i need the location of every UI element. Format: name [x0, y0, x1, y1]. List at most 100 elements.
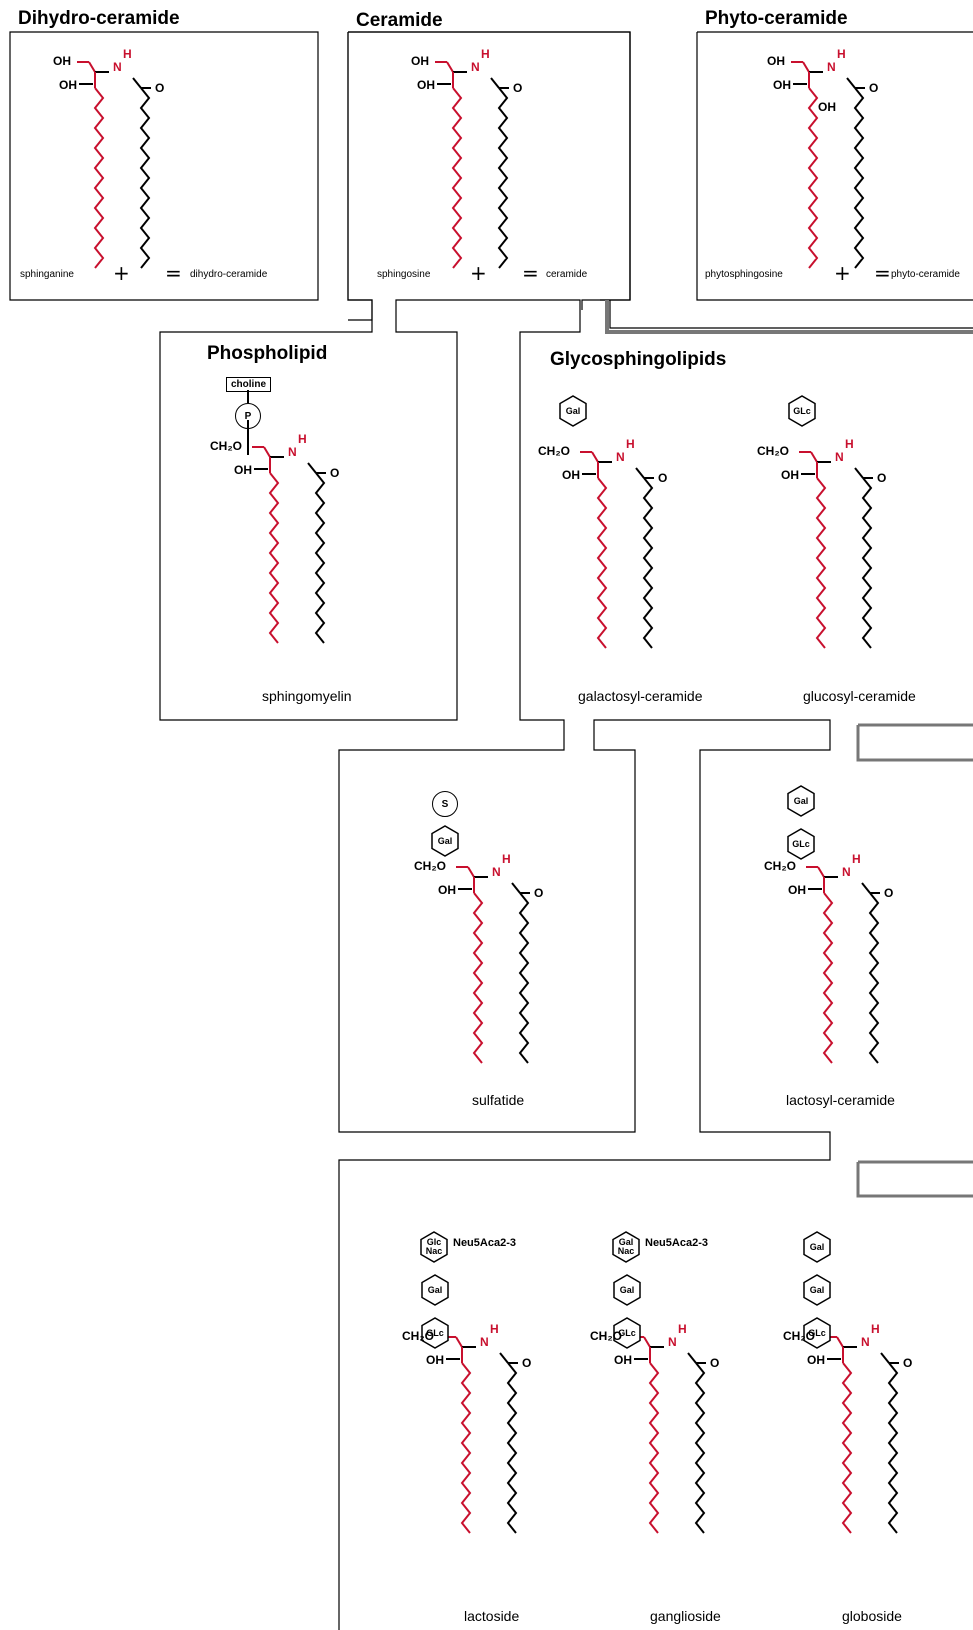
gal-ring — [787, 785, 815, 817]
oxygen-atom: O — [155, 81, 165, 95]
ch2o-group: CH₂O — [590, 1329, 622, 1343]
plus-sign: + — [834, 261, 851, 285]
oxygen-atom: O — [903, 1356, 913, 1370]
glc-sugar: GLc — [808, 1327, 826, 1338]
backbone-bond — [591, 451, 599, 463]
gal-sugar: Gal — [809, 1284, 825, 1295]
gal-ring — [613, 1274, 641, 1306]
hydroxyl-group: OH — [773, 78, 791, 92]
hydroxyl-group: OH — [234, 463, 252, 477]
ceramide-box-frame — [348, 31, 631, 301]
acyl-bond — [511, 882, 521, 894]
hydrogen-atom: H — [837, 47, 846, 61]
globoside-label: globoside — [842, 1608, 902, 1624]
oxygen-atom: O — [513, 81, 523, 95]
gal-ring — [803, 1231, 831, 1263]
hydroxyl-group: OH — [788, 883, 806, 897]
hydroxyl-group: OH — [781, 468, 799, 482]
nitrogen-atom: N — [113, 60, 122, 74]
hydroxyl-group: OH — [818, 100, 836, 114]
glcnac-ring — [420, 1231, 448, 1263]
gal-sugar: Gal — [619, 1284, 635, 1295]
hydrogen-atom: H — [852, 852, 861, 866]
lactoside-label: lactoside — [464, 1608, 520, 1624]
hydrogen-atom: H — [490, 1322, 499, 1336]
plus-sign: + — [470, 261, 487, 285]
phytoceramide-box — [696, 31, 973, 301]
glyco-shadow — [856, 723, 973, 762]
acyl-bond — [490, 77, 500, 89]
hydroxyl-group: OH — [807, 1353, 825, 1367]
galnac-ring — [612, 1231, 640, 1263]
equals-sign: = — [165, 261, 182, 285]
neu5ac-label: Neu5Aca2-3 — [645, 1237, 708, 1249]
oxygen-atom: O — [534, 886, 544, 900]
sphingoid-chain — [822, 892, 834, 1064]
ch2o-group: CH₂O — [210, 439, 242, 453]
sphingoid-chain — [451, 87, 463, 269]
hydroxyl-group: OH — [411, 54, 429, 68]
choline-box: choline — [226, 377, 272, 392]
sphingoid-chain — [648, 1362, 660, 1534]
lactosyl-ceramide-label: lactosyl-ceramide — [786, 1092, 895, 1108]
backbone-bond — [810, 451, 818, 463]
backbone-bond — [836, 1336, 844, 1348]
hydrogen-atom: H — [123, 47, 132, 61]
sulfatide-label: sulfatide — [472, 1092, 525, 1108]
glc-ring — [803, 1317, 831, 1349]
oxygen-atom: O — [869, 81, 879, 95]
acyl-bond — [687, 1352, 697, 1364]
fatty-acyl-chain — [853, 87, 865, 269]
fatty-acyl-chain — [694, 1362, 706, 1534]
sphingoid-chain — [596, 477, 608, 649]
glc-ring — [787, 828, 815, 860]
acyl-bond — [846, 77, 856, 89]
gal-sugar: Gal — [427, 1284, 443, 1295]
fatty-acyl-chain — [497, 87, 509, 269]
nitrogen-atom: N — [471, 60, 480, 74]
hydroxyl-group: OH — [767, 54, 785, 68]
fatty-acyl-chain — [887, 1362, 899, 1534]
ceramide-label: ceramide — [546, 269, 588, 280]
sphingosine-label: sphingosine — [377, 269, 431, 280]
fatty-acyl-chain — [314, 472, 326, 644]
backbone-bond — [467, 866, 475, 878]
gal-ring — [559, 395, 587, 427]
fatty-acyl-chain — [506, 1362, 518, 1534]
nitrogen-atom: N — [835, 450, 844, 464]
nitrogen-atom: N — [668, 1335, 677, 1349]
nitrogen-atom: N — [827, 60, 836, 74]
nitrogen-atom: N — [616, 450, 625, 464]
backbone-bond — [643, 1336, 651, 1348]
backbone-bond — [802, 61, 810, 73]
hydroxyl-group: OH — [438, 883, 456, 897]
phyto-shadow — [605, 300, 973, 334]
acyl-bond — [132, 77, 142, 89]
lacto-shadow — [856, 1160, 973, 1198]
phytosphingosine-label: phytosphingosine — [705, 269, 783, 280]
oxygen-atom: O — [884, 886, 894, 900]
glc-sugar: GLc — [618, 1327, 636, 1338]
ceramide-title: Ceramide — [356, 10, 443, 31]
hydroxyl-group: OH — [426, 1353, 444, 1367]
hydrogen-atom: H — [678, 1322, 687, 1336]
phytoceramide-label: phyto-ceramide — [891, 269, 960, 280]
fatty-acyl-chain — [861, 477, 873, 649]
hydrogen-atom: H — [481, 47, 490, 61]
backbone-bond — [88, 61, 96, 73]
hydrogen-atom: H — [626, 437, 635, 451]
hydrogen-atom: H — [845, 437, 854, 451]
glc-ring — [613, 1317, 641, 1349]
hydroxyl-group: OH — [417, 78, 435, 92]
ch2o-group: CH₂O — [402, 1329, 434, 1343]
acyl-bond — [880, 1352, 890, 1364]
sphingoid-chain — [807, 87, 819, 269]
nitrogen-atom: N — [492, 865, 501, 879]
sphingoid-chain — [268, 472, 280, 644]
hydroxyl-group: OH — [614, 1353, 632, 1367]
ch2o-group: CH₂O — [414, 859, 446, 873]
glc-ring — [421, 1317, 449, 1349]
ch2o-group: CH₂O — [757, 444, 789, 458]
galactosyl-ceramide-label: galactosyl-ceramide — [578, 688, 703, 704]
